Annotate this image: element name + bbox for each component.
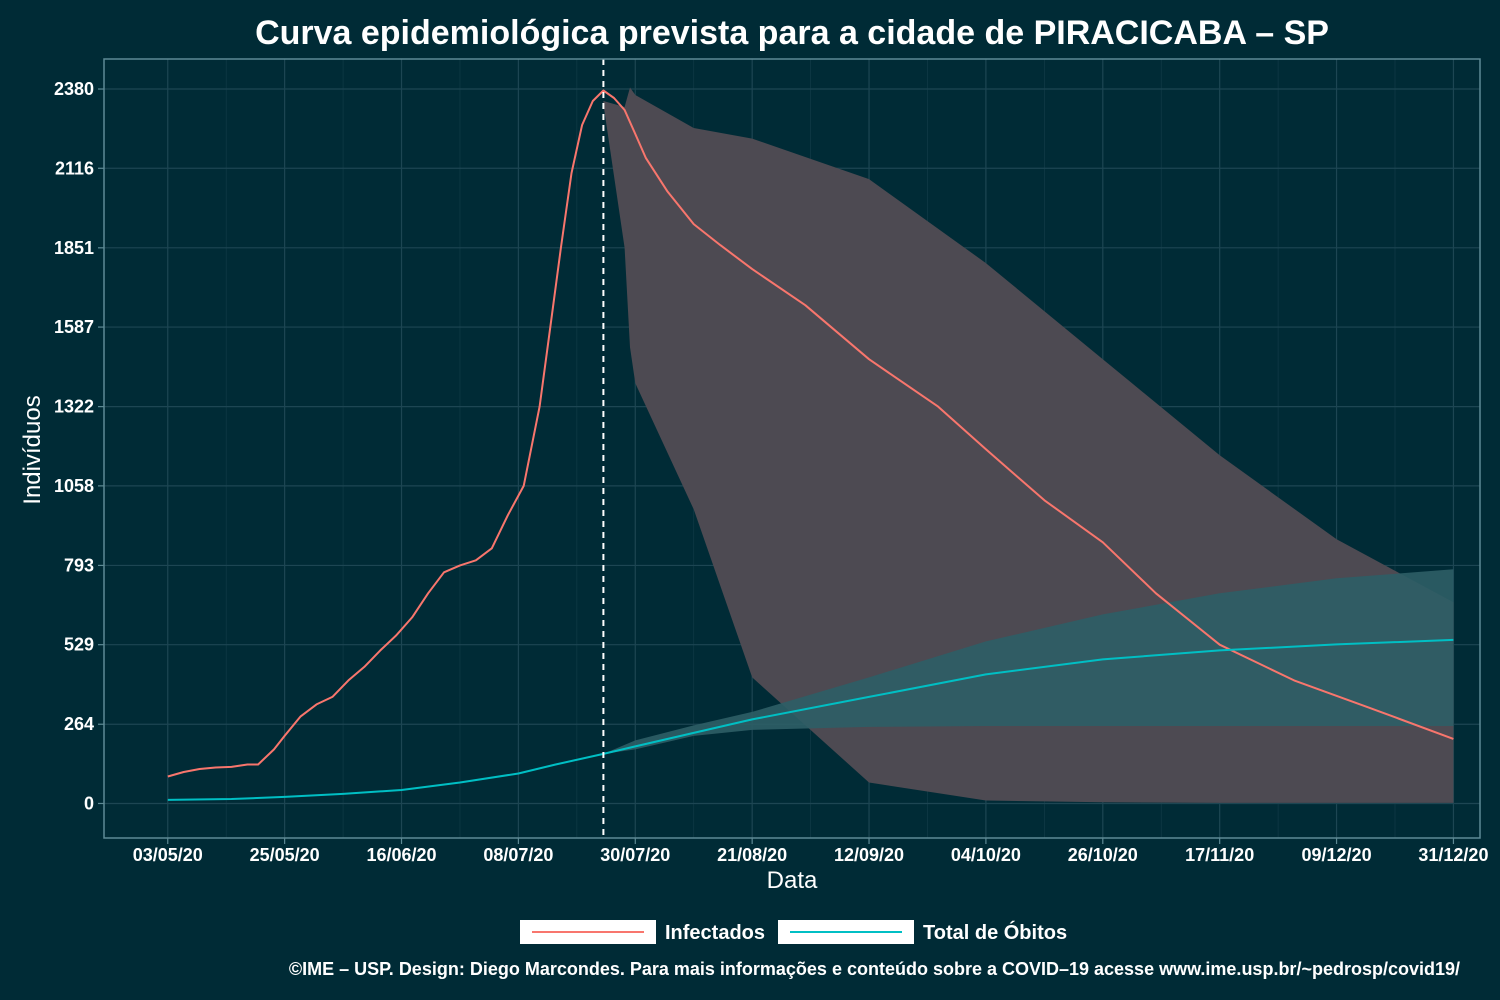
legend-item-infectados: Infectados: [520, 920, 765, 944]
x-tick-label: 21/08/20: [717, 845, 787, 865]
y-tick-label: 2116: [55, 158, 94, 178]
y-axis: 0 264 529 793 1058 1322 1587 1851 2116 2380: [54, 79, 104, 813]
caption: ©IME – USP. Design: Diego Marcondes. Par…: [289, 959, 1460, 979]
legend-label-obitos: Total de Óbitos: [923, 920, 1067, 944]
panel-border: [103, 58, 1481, 839]
y-tick-label: 1058: [54, 476, 94, 496]
legend: Infectados Total de Óbitos: [520, 920, 1067, 944]
legend-item-obitos: Total de Óbitos: [778, 920, 1067, 944]
x-tick-label: 08/07/20: [483, 845, 553, 865]
y-tick-label: 529: [64, 635, 94, 655]
confidence-bands: [603, 87, 1454, 803]
x-tick-label: 31/12/20: [1418, 845, 1488, 865]
x-tick-label: 16/06/20: [366, 845, 436, 865]
line-obitos: [167, 638, 1454, 801]
plot-panel: [103, 58, 1481, 839]
y-tick-label: 1851: [54, 238, 94, 258]
y-axis-label: Indivíduos: [19, 395, 46, 504]
x-tick-label: 25/05/20: [250, 845, 320, 865]
y-tick-label: 1322: [54, 397, 94, 417]
y-tick-label: 0: [84, 793, 94, 813]
x-tick-label: 12/09/20: [834, 845, 904, 865]
x-tick-label: 04/10/20: [951, 845, 1021, 865]
x-tick-label: 30/07/20: [600, 845, 670, 865]
x-tick-label: 03/05/20: [133, 845, 203, 865]
x-axis: 03/05/20 25/05/20 16/06/20 08/07/20 30/07/20…: [133, 838, 1488, 865]
chart-title: Curva epidemiológica prevista para a cid…: [255, 14, 1329, 52]
legend-label-infectados: Infectados: [665, 922, 765, 944]
x-tick-label: 26/10/20: [1068, 845, 1138, 865]
series-lines: [167, 89, 1454, 801]
y-tick-label: 1587: [54, 317, 94, 337]
line-infectados: [167, 89, 1454, 778]
x-tick-label: 17/11/20: [1185, 845, 1254, 865]
y-tick-label: 264: [64, 714, 94, 734]
y-tick-label: 793: [64, 555, 94, 575]
y-tick-label: 2380: [54, 79, 94, 99]
x-tick-label: 09/12/20: [1302, 845, 1372, 865]
x-axis-label: Data: [767, 867, 818, 894]
